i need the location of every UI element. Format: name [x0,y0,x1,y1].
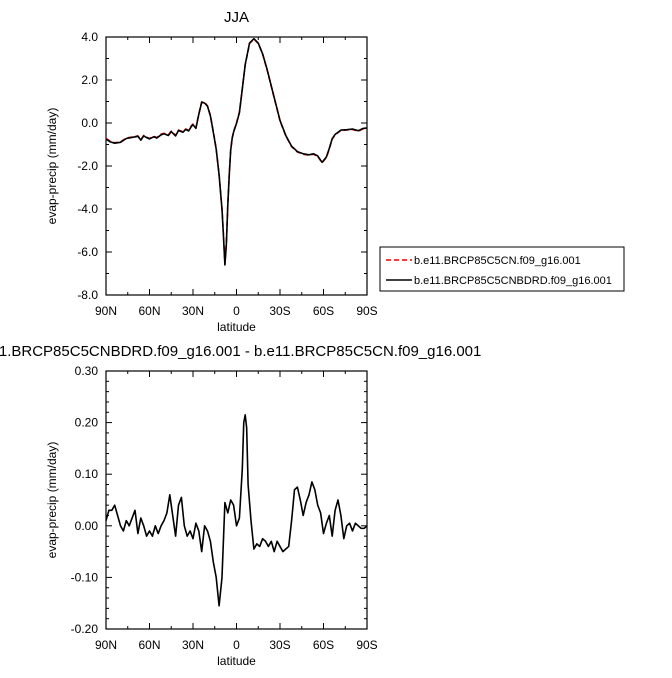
x-tick-label: 60S [313,638,334,652]
x-tick-label: 0 [233,304,240,318]
y-axis-label: evap-precip (mm/day) [45,108,59,225]
plot-top: JJA 90N 60N 30N 0 30S 60S 90S -8.0 -6.0 -4.0 -2.0 0.… [45,9,378,334]
plot-frame [105,370,368,630]
y-tick-label: -4.0 [77,202,98,216]
y-tick-label: -6.0 [77,245,98,259]
x-tick-label: 90N [95,638,117,652]
x-tick-label: 90S [356,638,377,652]
chart-title: JJA [224,9,249,26]
legend-label-0: b.e11.BRCP85C5CN.f09_g16.001 [414,255,581,267]
y-tick-label: -0.20 [71,622,99,636]
y-tick-label: 2.0 [81,73,98,87]
chart-title: 11.BRCP85C5CNBDRD.f09_g16.001 - b.e11.BR… [0,343,481,360]
y-tick-label: 0.20 [75,416,99,430]
x-tick-label: 30S [269,638,290,652]
y-axis-label: evap-precip (mm/day) [45,442,59,559]
x-tick-label: 90S [356,304,377,318]
x-axis-label: latitude [217,654,256,668]
x-tick-label: 30N [182,304,204,318]
y-tick-label: -2.0 [77,159,98,173]
series-line-0 [105,414,368,607]
y-tick-label: 0.00 [75,519,99,533]
y-tick-label: -0.10 [71,570,99,584]
y-tick-label: -8.0 [77,288,98,302]
x-axis-label: latitude [217,320,256,334]
legend-box [379,246,625,292]
y-tick-label: 0.30 [75,364,99,378]
plot-frame [105,36,368,296]
x-tick-label: 60S [313,304,334,318]
x-tick-label: 60N [138,638,160,652]
legend: b.e11.BRCP85C5CN.f09_g16.001 b.e11.BRCP85… [379,246,625,292]
legend-label-1: b.e11.BRCP85C5CNBDRD.f09_g16.001 [414,275,612,287]
x-tick-label: 30S [269,304,290,318]
y-tick-label: 0.0 [81,116,98,130]
x-tick-label: 0 [233,638,240,652]
x-tick-label: 90N [95,304,117,318]
x-tick-label: 30N [182,638,204,652]
x-tick-label: 60N [138,304,160,318]
y-tick-label: 0.10 [75,467,99,481]
y-tick-label: 4.0 [81,30,98,44]
plot-bottom: 11.BRCP85C5CNBDRD.f09_g16.001 - b.e11.BR… [0,343,481,668]
series-line-1 [105,37,368,266]
